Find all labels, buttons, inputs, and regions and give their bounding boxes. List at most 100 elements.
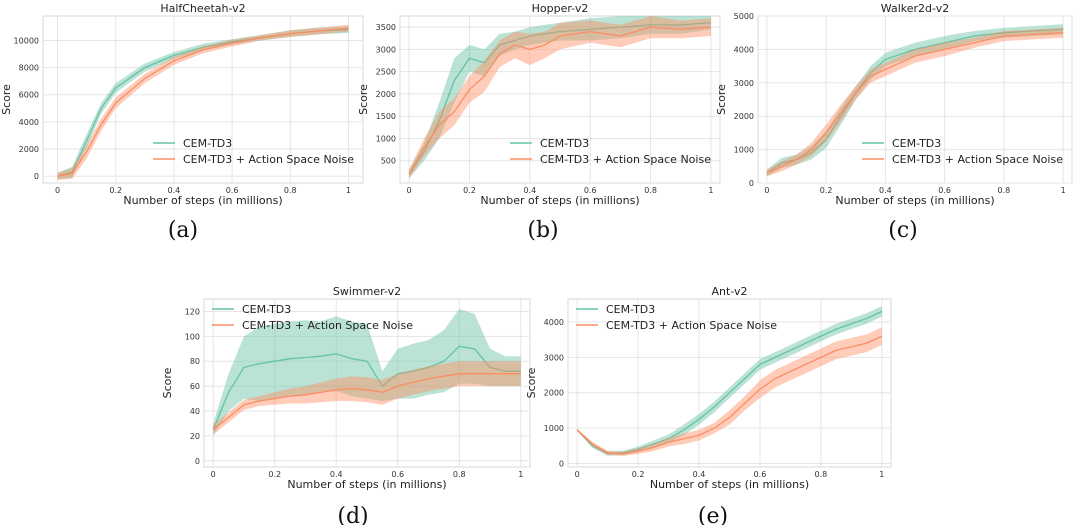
x-tick-label: 0.4 [879,186,892,195]
x-tick-label: 0.2 [268,470,281,479]
x-tick-label: 0 [575,470,580,479]
y-tick-label: 6000 [19,91,39,100]
x-tick-label: 0.4 [693,470,706,479]
x-tick-label: 0.2 [820,186,833,195]
y-tick-label: 10000 [14,36,39,45]
x-axis-label: Number of steps (in millions) [480,194,639,207]
series-line-0 [408,22,711,175]
x-tick-label: 0.6 [754,470,767,479]
y-tick-label: 3500 [376,23,396,32]
legend-label-0: CEM-TD3 [540,137,589,150]
y-tick-label: 80 [190,357,200,366]
x-tick-label: 1 [708,186,713,195]
subfigure-caption: (b) [527,218,558,243]
x-tick-label: 0.2 [463,186,476,195]
x-tick-label: 0.6 [391,470,404,479]
y-axis-label: Score [715,84,728,115]
series-band-1 [409,16,711,179]
y-tick-label: 0 [559,459,564,468]
y-tick-label: 4000 [19,118,39,127]
y-tick-label: 8000 [19,64,39,73]
y-tick-label: 3000 [734,79,754,88]
plot-area [203,298,531,468]
series-band-0 [766,24,1064,177]
y-tick-label: 60 [190,382,200,391]
y-tick-label: 2500 [376,68,396,77]
legend-label-0: CEM-TD3 [183,137,232,150]
y-tick-label: 500 [381,157,396,166]
chart-panel-0: 0 0.2 0.4 0.6 0.8 1 0 2000 4000 6000 8000 10000 Half… [0,2,364,243]
plot-area [757,15,1073,184]
legend: CEM-TD3 CEM-TD3 + Action Space Noise [212,303,413,332]
subfigure-caption: (c) [888,218,918,243]
y-tick-label: 40 [190,407,200,416]
x-tick-label: 1 [518,470,523,479]
legend: CEM-TD3 CEM-TD3 + Action Space Noise [576,303,777,332]
legend-label-0: CEM-TD3 [892,137,941,150]
legend-label-1: CEM-TD3 + Action Space Noise [892,153,1063,166]
y-tick-label: 3000 [376,45,396,54]
legend-label-1: CEM-TD3 + Action Space Noise [183,153,354,166]
x-tick-label: 0.6 [226,186,239,195]
y-tick-label: 1000 [734,146,754,155]
legend-label-1: CEM-TD3 + Action Space Noise [540,153,711,166]
legend: CEM-TD3 CEM-TD3 + Action Space Noise [510,137,711,166]
x-tick-label: 0.4 [523,186,536,195]
x-tick-label: 0.8 [453,470,466,479]
chart-title: HalfCheetah-v2 [160,2,245,15]
y-tick-label: 1000 [544,424,564,433]
x-tick-label: 1 [879,470,884,479]
y-axis-label: Score [0,84,13,115]
chart-title: Hopper-v2 [532,2,589,15]
x-tick-label: 0.8 [644,186,657,195]
legend-label-0: CEM-TD3 [606,303,655,316]
x-axis-label: Number of steps (in millions) [287,478,446,491]
x-tick-label: 1 [346,186,351,195]
y-tick-label: 1000 [376,134,396,143]
legend: CEM-TD3 CEM-TD3 + Action Space Noise [862,137,1063,166]
series-band-1 [577,327,882,456]
series-line-1 [408,26,711,175]
chart-title: Walker2d-v2 [881,2,949,15]
subfigure-caption: (e) [698,504,728,525]
y-tick-label: 20 [190,432,200,441]
legend-label-1: CEM-TD3 + Action Space Noise [242,319,413,332]
legend-label-1: CEM-TD3 + Action Space Noise [606,319,777,332]
x-tick-label: 0.8 [998,186,1011,195]
x-axis-label: Number of steps (in millions) [650,478,809,491]
y-tick-label: 2000 [734,112,754,121]
x-tick-label: 1 [1061,186,1066,195]
plot-area [42,15,364,184]
subfigure-caption: (d) [337,504,368,525]
x-tick-label: 0.6 [938,186,951,195]
y-tick-label: 0 [749,179,754,188]
y-axis-label: Score [357,84,370,115]
subfigure-caption: (a) [168,218,198,243]
chart-panel-3: 0 0.2 0.4 0.6 0.8 1 0 20 40 60 80 100 120 Swimmer-v2 N… [161,285,531,525]
chart-title: Swimmer-v2 [333,285,401,298]
x-tick-label: 0 [764,186,769,195]
x-tick-label: 0.4 [330,470,343,479]
x-tick-label: 0.2 [109,186,122,195]
series-band-1 [766,27,1064,177]
plot-area [567,298,892,468]
y-tick-label: 5000 [734,12,754,21]
x-tick-label: 0.2 [632,470,645,479]
y-tick-label: 0 [34,172,39,181]
y-tick-label: 3000 [544,353,564,362]
x-tick-label: 0 [55,186,60,195]
chart-panel-1: 0 0.2 0.4 0.6 0.8 150010001500200025003000350… [357,2,721,243]
chart-title: Ant-v2 [712,285,748,298]
y-tick-label: 2000 [544,389,564,398]
series-band-0 [409,16,711,179]
chart-panel-2: 0 0.2 0.4 0.6 0.8 1 0 1000 2000 3000 4000 5000 Walke… [715,2,1073,243]
legend: CEM-TD3 CEM-TD3 + Action Space Noise [153,137,354,166]
y-tick-label: 1500 [376,112,396,121]
chart-panel-4: 0 0.2 0.4 0.6 0.8 1 0 1000 2000 3000 4000 Ant-v2 Num… [525,285,892,525]
y-axis-label: Score [161,367,174,398]
y-tick-label: 2000 [376,90,396,99]
x-tick-label: 0.6 [584,186,597,195]
series-band-1 [213,361,521,435]
y-tick-label: 4000 [544,318,564,327]
